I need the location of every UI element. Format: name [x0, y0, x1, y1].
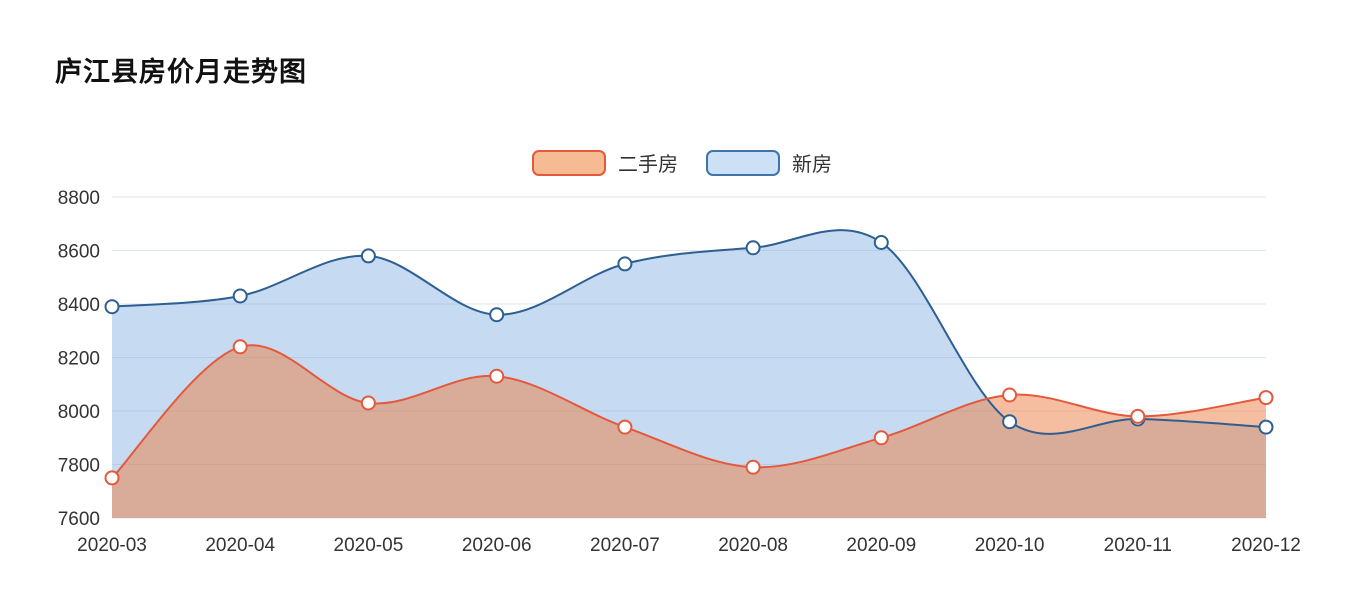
- legend-marker-secondhand-icon: [532, 149, 606, 176]
- legend-item-newhome[interactable]: 新房: [706, 148, 832, 177]
- data-point-marker-新房[interactable]: [617, 256, 633, 272]
- legend: 二手房 新房: [532, 148, 832, 177]
- data-point-marker-新房[interactable]: [1002, 414, 1018, 430]
- x-tick-label: 2020-07: [590, 535, 660, 556]
- y-tick-label: 8800: [58, 188, 100, 209]
- data-point-marker-新房[interactable]: [104, 299, 120, 315]
- data-point-marker-二手房[interactable]: [104, 470, 120, 486]
- chart-title: 庐江县房价月走势图: [55, 57, 307, 87]
- x-tick-label: 2020-08: [718, 535, 788, 556]
- data-point-marker-新房[interactable]: [232, 288, 248, 304]
- y-tick-label: 7600: [58, 509, 100, 530]
- y-tick-label: 8200: [58, 349, 100, 370]
- data-point-marker-二手房[interactable]: [873, 430, 889, 446]
- x-tick-label: 2020-10: [975, 535, 1045, 556]
- legend-marker-newhome-icon: [706, 149, 780, 176]
- data-point-marker-二手房[interactable]: [1002, 387, 1018, 403]
- x-tick-label: 2020-04: [205, 535, 275, 556]
- y-tick-label: 7800: [58, 456, 100, 477]
- data-point-marker-二手房[interactable]: [360, 395, 376, 411]
- y-tick-label: 8400: [58, 295, 100, 316]
- x-tick-label: 2020-06: [462, 535, 532, 556]
- x-tick-label: 2020-05: [334, 535, 404, 556]
- series-area-二手房: [112, 345, 1266, 518]
- data-point-marker-二手房[interactable]: [489, 368, 505, 384]
- data-point-marker-二手房[interactable]: [1130, 408, 1146, 424]
- data-point-marker-二手房[interactable]: [617, 419, 633, 435]
- data-point-marker-新房[interactable]: [489, 307, 505, 323]
- data-point-marker-新房[interactable]: [873, 235, 889, 250]
- data-point-marker-二手房[interactable]: [1258, 390, 1274, 406]
- y-tick-label: 8000: [58, 402, 100, 423]
- legend-label-secondhand: 二手房: [618, 154, 678, 176]
- data-point-marker-新房[interactable]: [360, 248, 376, 264]
- x-tick-label: 2020-11: [1104, 535, 1172, 556]
- data-point-marker-新房[interactable]: [745, 240, 761, 256]
- legend-label-newhome: 新房: [792, 154, 832, 176]
- x-tick-label: 2020-12: [1231, 535, 1301, 556]
- series-line-新房: [111, 229, 1267, 435]
- y-tick-label: 8600: [58, 242, 100, 263]
- x-tick-label: 2020-09: [846, 535, 916, 556]
- legend-item-secondhand[interactable]: 二手房: [532, 148, 678, 177]
- x-tick-label: 2020-03: [77, 535, 147, 556]
- data-point-marker-二手房[interactable]: [232, 339, 248, 355]
- series-line-二手房: [111, 344, 1267, 479]
- data-point-marker-新房[interactable]: [1258, 419, 1274, 435]
- data-point-marker-二手房[interactable]: [745, 459, 761, 475]
